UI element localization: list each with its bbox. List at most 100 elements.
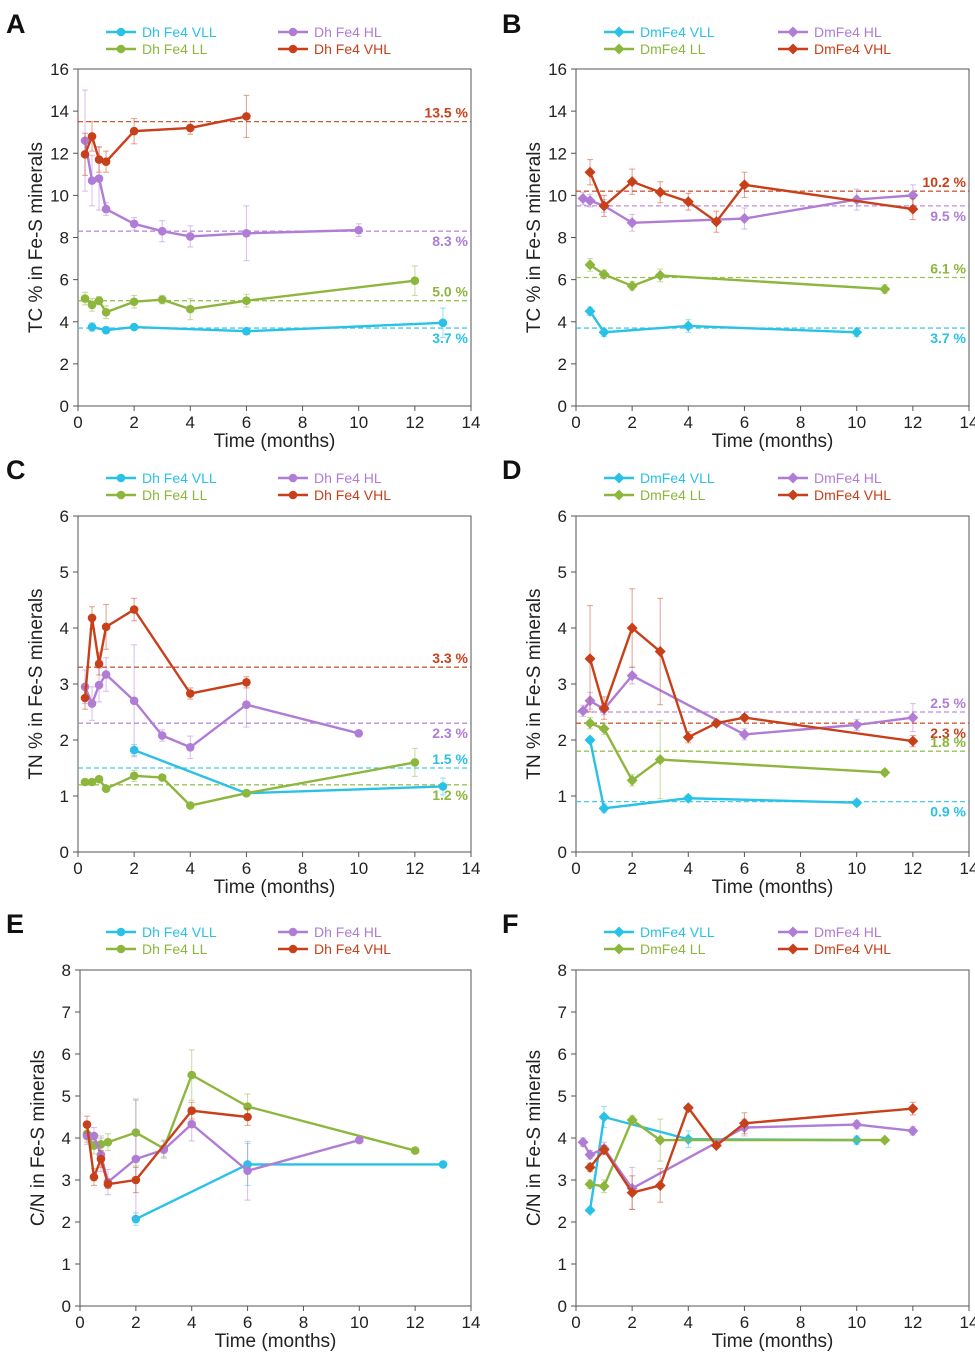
y-tick-label: 3	[558, 675, 567, 694]
legend-label: Dh Fe4 LL	[142, 41, 208, 57]
legend-label: DmFe4 VHL	[814, 41, 891, 57]
legend-marker	[613, 472, 625, 484]
x-tick-label: 2	[627, 1313, 636, 1332]
legend-marker	[288, 27, 298, 37]
plot-frame	[77, 68, 472, 407]
data-point	[410, 1146, 420, 1155]
series-dh-fe4-hl	[80, 644, 364, 760]
series-dmfe4-hl	[577, 1118, 919, 1210]
data-point	[626, 1114, 638, 1126]
legend-entry: Dh Fe4 VHL	[278, 941, 391, 957]
data-point	[243, 1160, 252, 1169]
y-tick-label: 6	[60, 507, 69, 526]
legend-marker	[787, 943, 799, 955]
reference-label: 2.3 %	[432, 725, 468, 741]
data-point	[129, 605, 139, 614]
data-point	[907, 712, 919, 724]
reference-label: 3.3 %	[432, 650, 468, 666]
x-tick-label: 2	[131, 1313, 140, 1332]
x-tick-label: 8	[299, 1313, 308, 1332]
legend-marker	[116, 490, 126, 500]
data-point	[710, 717, 722, 729]
data-point	[682, 1102, 694, 1114]
legend-label: Dh Fe4 HL	[314, 470, 382, 486]
data-point	[94, 774, 104, 784]
y-tick-label: 6	[60, 271, 69, 290]
x-axis-label: Time (months)	[214, 877, 336, 898]
legend-marker	[288, 44, 298, 54]
data-point	[577, 1136, 589, 1148]
data-point	[626, 670, 638, 682]
legend-entry: Dh Fe4 LL	[106, 41, 208, 57]
reference-label: 9.5 %	[930, 208, 966, 224]
y-tick-label: 16	[548, 60, 567, 79]
series-dmfe4-vll	[584, 1105, 863, 1216]
data-point	[654, 186, 666, 198]
data-point	[654, 754, 666, 766]
data-point	[157, 731, 167, 740]
legend-marker	[288, 944, 298, 954]
y-tick-label: 1	[558, 787, 567, 806]
y-tick-label: 8	[62, 961, 71, 980]
reference-label: 2.5 %	[930, 695, 966, 711]
series-line	[135, 1163, 444, 1221]
legend-entry: Dh Fe4 HL	[278, 924, 382, 940]
legend-entry: DmFe4 VLL	[604, 470, 715, 486]
series-line	[588, 171, 914, 223]
data-point	[738, 179, 750, 191]
series-line	[91, 321, 443, 333]
data-point	[89, 1172, 99, 1182]
x-axis-label: Time (months)	[712, 877, 834, 898]
data-point	[354, 225, 364, 235]
x-tick-label: 14	[960, 1313, 975, 1332]
y-tick-label: 4	[558, 1129, 567, 1148]
x-tick-label: 12	[903, 413, 922, 432]
series-line	[83, 115, 247, 163]
legend-label: DmFe4 VLL	[640, 470, 715, 486]
reference-label: 2.3 %	[930, 725, 966, 741]
data-point	[185, 801, 195, 810]
data-point	[87, 699, 97, 708]
x-tick-label: 10	[349, 859, 368, 878]
data-point	[682, 320, 694, 332]
data-point	[710, 1140, 722, 1152]
y-tick-label: 0	[62, 1297, 71, 1316]
legend-entry: DmFe4 HL	[778, 924, 882, 940]
x-tick-label: 4	[187, 1313, 196, 1332]
y-tick-label: 4	[60, 313, 69, 332]
legend-label: DmFe4 HL	[814, 24, 882, 40]
y-tick-label: 8	[60, 229, 69, 248]
reference-label: 8.3 %	[432, 233, 468, 249]
data-point	[438, 318, 448, 328]
series-line	[85, 761, 416, 807]
data-point	[851, 1119, 863, 1131]
series-dmfe4-vhl	[584, 159, 919, 233]
data-point	[243, 1102, 252, 1111]
y-tick-label: 3	[558, 1171, 567, 1190]
x-tick-label: 12	[903, 1313, 922, 1332]
legend-entry: DmFe4 LL	[604, 41, 706, 57]
legend-marker	[116, 473, 126, 483]
data-point	[82, 1120, 92, 1129]
legend-label: DmFe4 HL	[814, 470, 882, 486]
legend-entry: Dh Fe4 HL	[278, 24, 382, 40]
legend-label: Dh Fe4 HL	[314, 924, 382, 940]
y-tick-label: 5	[558, 563, 567, 582]
legend-label: Dh Fe4 VLL	[142, 24, 217, 40]
data-point	[157, 295, 167, 304]
x-tick-label: 0	[75, 1313, 84, 1332]
legend-label: Dh Fe4 VHL	[314, 41, 391, 57]
x-tick-label: 2	[627, 859, 636, 878]
data-point	[185, 689, 195, 698]
series-dmfe4-vhl	[584, 1101, 919, 1210]
data-point	[738, 213, 750, 225]
reference-label: 3.7 %	[930, 330, 966, 346]
legend-entry: DmFe4 VLL	[604, 24, 715, 40]
series-line	[83, 140, 359, 238]
series-dh-fe4-vhl	[82, 1101, 252, 1194]
legend-entry: DmFe4 VHL	[778, 941, 891, 957]
data-point	[738, 712, 750, 724]
legend-entry: Dh Fe4 LL	[106, 487, 208, 503]
data-point	[354, 728, 364, 738]
